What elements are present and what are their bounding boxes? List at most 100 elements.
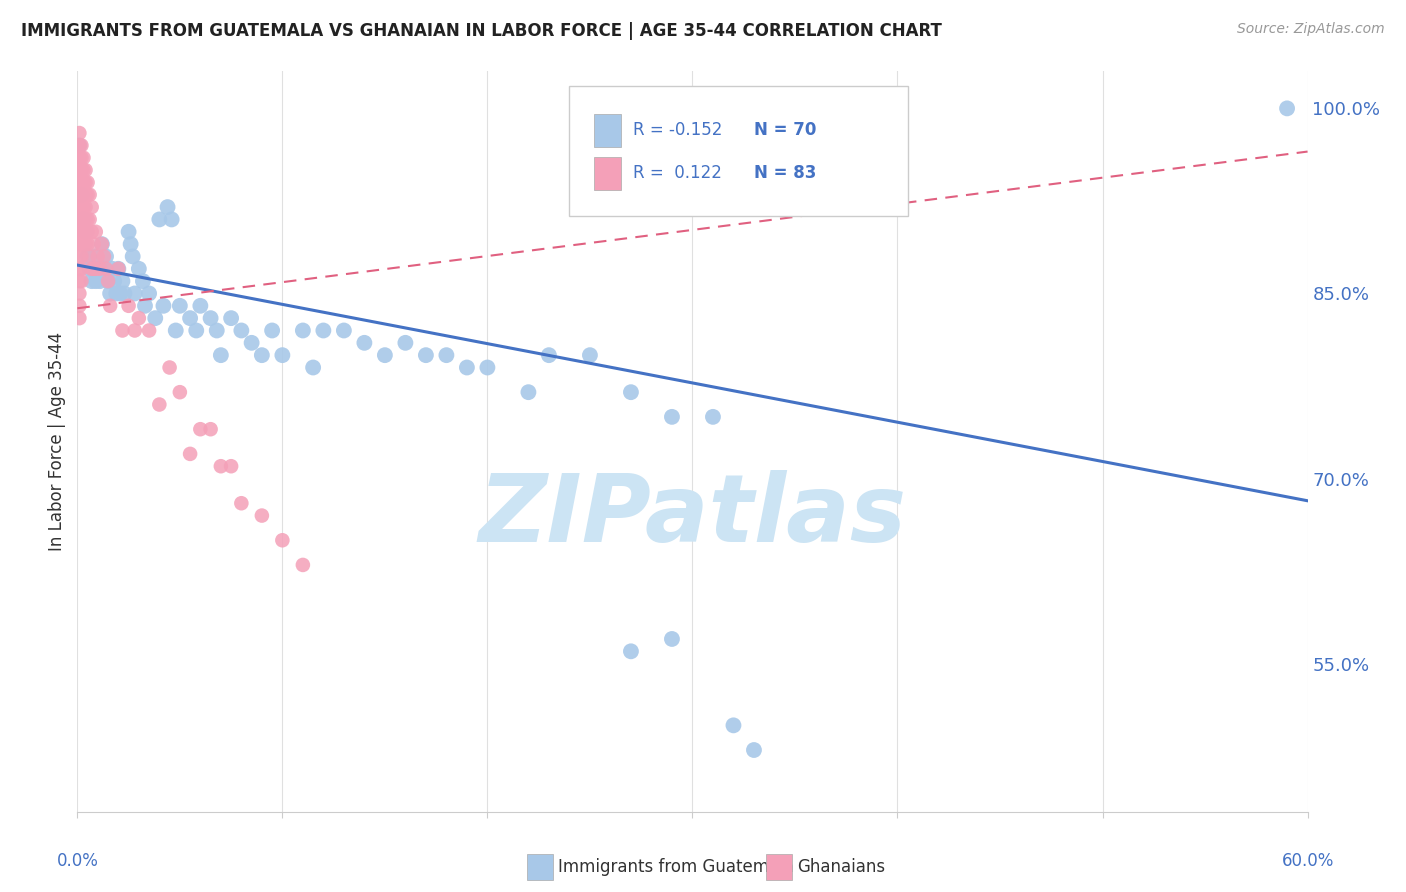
Point bbox=[97, 274, 120, 288]
Point bbox=[124, 324, 146, 338]
Point bbox=[107, 261, 129, 276]
Point bbox=[67, 187, 90, 202]
Text: N = 83: N = 83 bbox=[754, 164, 817, 182]
Text: Source: ZipAtlas.com: Source: ZipAtlas.com bbox=[1237, 22, 1385, 37]
Point bbox=[94, 261, 117, 276]
Point bbox=[80, 261, 103, 276]
Text: R = -0.152: R = -0.152 bbox=[634, 120, 723, 139]
Point bbox=[67, 225, 90, 239]
Point bbox=[72, 151, 94, 165]
Point bbox=[87, 250, 110, 264]
Point bbox=[188, 422, 212, 436]
Point bbox=[70, 187, 93, 202]
Point bbox=[159, 360, 181, 375]
Point bbox=[79, 187, 101, 202]
Point bbox=[114, 286, 136, 301]
Point bbox=[67, 138, 90, 153]
Point bbox=[415, 348, 437, 362]
Point bbox=[79, 212, 101, 227]
Point bbox=[103, 274, 125, 288]
Text: ZIPatlas: ZIPatlas bbox=[478, 469, 907, 562]
Text: N = 70: N = 70 bbox=[754, 120, 817, 139]
Point bbox=[93, 250, 115, 264]
Point bbox=[107, 261, 129, 276]
Point bbox=[138, 324, 160, 338]
Point bbox=[67, 212, 90, 227]
Y-axis label: In Labor Force | Age 35-44: In Labor Force | Age 35-44 bbox=[48, 332, 66, 551]
Point bbox=[132, 274, 155, 288]
Point bbox=[291, 324, 314, 338]
Point bbox=[179, 311, 201, 326]
Point bbox=[160, 212, 183, 227]
Point bbox=[67, 200, 90, 214]
Point bbox=[105, 286, 128, 301]
Point bbox=[200, 422, 222, 436]
Point bbox=[517, 385, 540, 400]
Text: 60.0%: 60.0% bbox=[1281, 853, 1334, 871]
Point bbox=[250, 348, 273, 362]
Point bbox=[111, 274, 134, 288]
Point bbox=[231, 496, 253, 510]
Point bbox=[219, 311, 242, 326]
Point bbox=[83, 250, 105, 264]
Point bbox=[374, 348, 396, 362]
Point bbox=[67, 286, 90, 301]
Point bbox=[70, 163, 93, 178]
Point bbox=[477, 360, 499, 375]
Point bbox=[76, 176, 98, 190]
Point bbox=[84, 274, 107, 288]
Point bbox=[83, 237, 105, 252]
Point bbox=[723, 718, 745, 732]
Point bbox=[80, 200, 103, 214]
Point bbox=[271, 533, 294, 548]
Point bbox=[101, 261, 124, 276]
Point bbox=[117, 299, 139, 313]
Point bbox=[80, 225, 103, 239]
Text: Immigrants from Guatemala: Immigrants from Guatemala bbox=[558, 858, 794, 876]
Point bbox=[76, 225, 98, 239]
Point bbox=[188, 299, 212, 313]
Point bbox=[67, 138, 90, 153]
Point bbox=[70, 225, 93, 239]
Point bbox=[312, 324, 335, 338]
Text: 0.0%: 0.0% bbox=[56, 853, 98, 871]
Point bbox=[143, 311, 166, 326]
Point bbox=[209, 348, 232, 362]
Point bbox=[169, 385, 191, 400]
Point bbox=[83, 261, 105, 276]
Point bbox=[70, 200, 93, 214]
Point bbox=[72, 187, 94, 202]
Point bbox=[620, 385, 643, 400]
Bar bbox=[595, 113, 621, 147]
Point bbox=[76, 187, 98, 202]
Point bbox=[70, 274, 93, 288]
Point bbox=[75, 225, 97, 239]
Point bbox=[87, 261, 110, 276]
Point bbox=[152, 299, 174, 313]
Point bbox=[80, 274, 103, 288]
Point bbox=[219, 459, 242, 474]
Point bbox=[70, 261, 93, 276]
Point bbox=[742, 743, 765, 757]
Point bbox=[75, 225, 97, 239]
Point bbox=[67, 237, 90, 252]
Point bbox=[579, 348, 602, 362]
Point bbox=[70, 176, 93, 190]
Point bbox=[148, 212, 170, 227]
Point bbox=[120, 237, 142, 252]
Point bbox=[72, 225, 94, 239]
Point bbox=[702, 409, 724, 424]
Point bbox=[537, 348, 560, 362]
Point bbox=[128, 261, 150, 276]
Point bbox=[111, 324, 134, 338]
Point bbox=[156, 200, 179, 214]
Text: IMMIGRANTS FROM GUATEMALA VS GHANAIAN IN LABOR FORCE | AGE 35-44 CORRELATION CHA: IMMIGRANTS FROM GUATEMALA VS GHANAIAN IN… bbox=[21, 22, 942, 40]
Point bbox=[231, 324, 253, 338]
Point bbox=[90, 237, 114, 252]
Point bbox=[661, 632, 683, 646]
Point bbox=[76, 237, 98, 252]
FancyBboxPatch shape bbox=[569, 87, 908, 216]
Point bbox=[436, 348, 458, 362]
Point bbox=[67, 151, 90, 165]
Point bbox=[394, 335, 416, 350]
